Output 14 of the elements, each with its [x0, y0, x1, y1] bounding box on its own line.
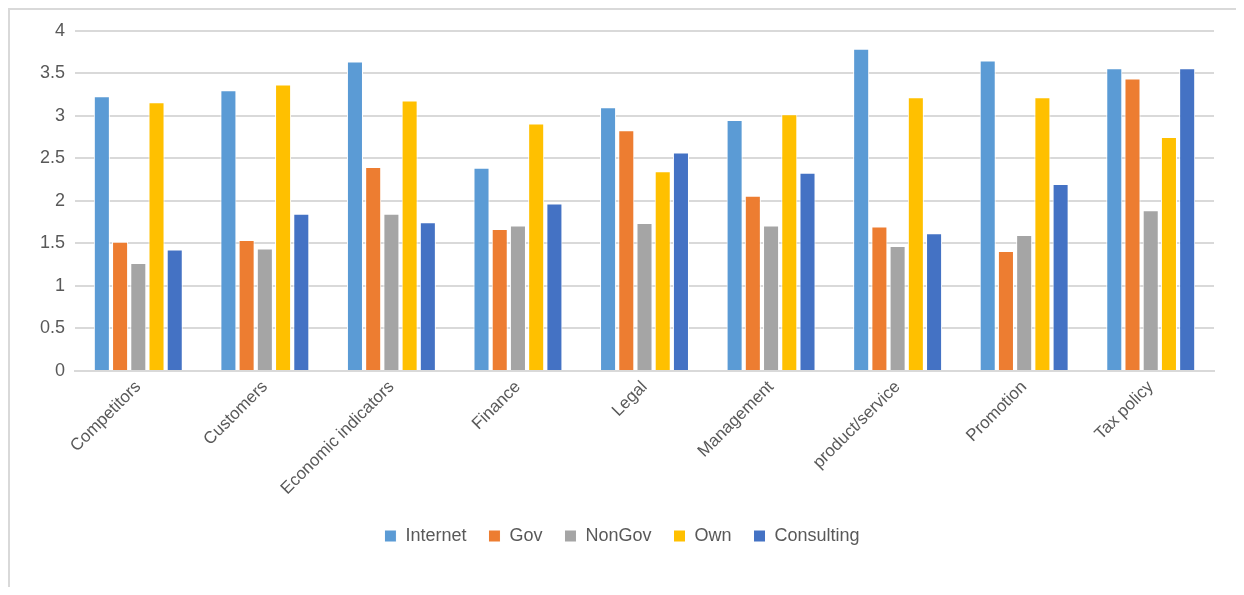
legend-label: NonGov	[585, 524, 652, 545]
y-tick-label: 1	[55, 274, 66, 295]
legend-label: Consulting	[774, 524, 860, 545]
legend-label: Internet	[405, 524, 467, 545]
legend-label: Own	[694, 524, 732, 545]
y-tick-label: 3	[55, 104, 66, 125]
y-tick-label: 0.5	[39, 317, 66, 338]
y-tick-label: 1.5	[39, 232, 66, 253]
y-tick-label: 3.5	[39, 62, 66, 83]
y-tick-label: 2.5	[39, 147, 66, 168]
y-tick-label: 4	[55, 19, 66, 40]
y-tick-label: 2	[55, 189, 66, 210]
legend-label: Gov	[509, 524, 543, 545]
y-tick-label: 0	[55, 359, 66, 380]
